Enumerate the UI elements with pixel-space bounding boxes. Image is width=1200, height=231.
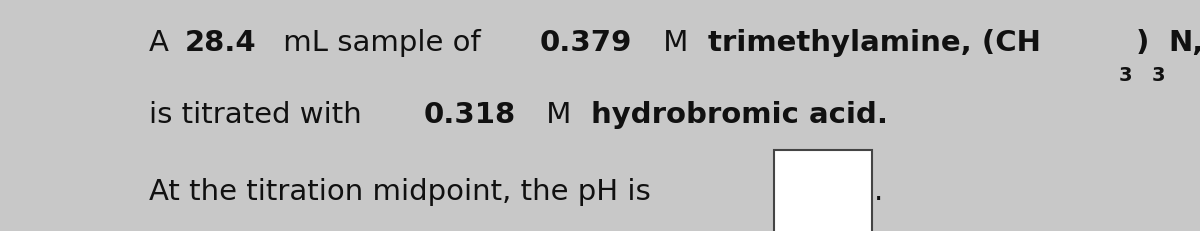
Text: trimethylamine, (CH: trimethylamine, (CH: [708, 29, 1040, 57]
Text: A: A: [149, 29, 179, 57]
Text: At the titration midpoint, the pH is: At the titration midpoint, the pH is: [149, 177, 650, 205]
Text: is titrated with: is titrated with: [149, 100, 371, 128]
Text: ): ): [1135, 29, 1148, 57]
Text: 3: 3: [1118, 66, 1133, 85]
Text: 0.379: 0.379: [540, 29, 632, 57]
Text: mL sample of: mL sample of: [274, 29, 490, 57]
Text: hydrobromic acid.: hydrobromic acid.: [590, 100, 888, 128]
Text: 3: 3: [1152, 66, 1165, 85]
Text: N,: N,: [1169, 29, 1200, 57]
FancyBboxPatch shape: [774, 150, 871, 231]
Text: 28.4: 28.4: [185, 29, 257, 57]
Text: .: .: [874, 177, 883, 205]
Text: M: M: [654, 29, 697, 57]
Text: M: M: [536, 100, 581, 128]
Text: 0.318: 0.318: [424, 100, 515, 128]
